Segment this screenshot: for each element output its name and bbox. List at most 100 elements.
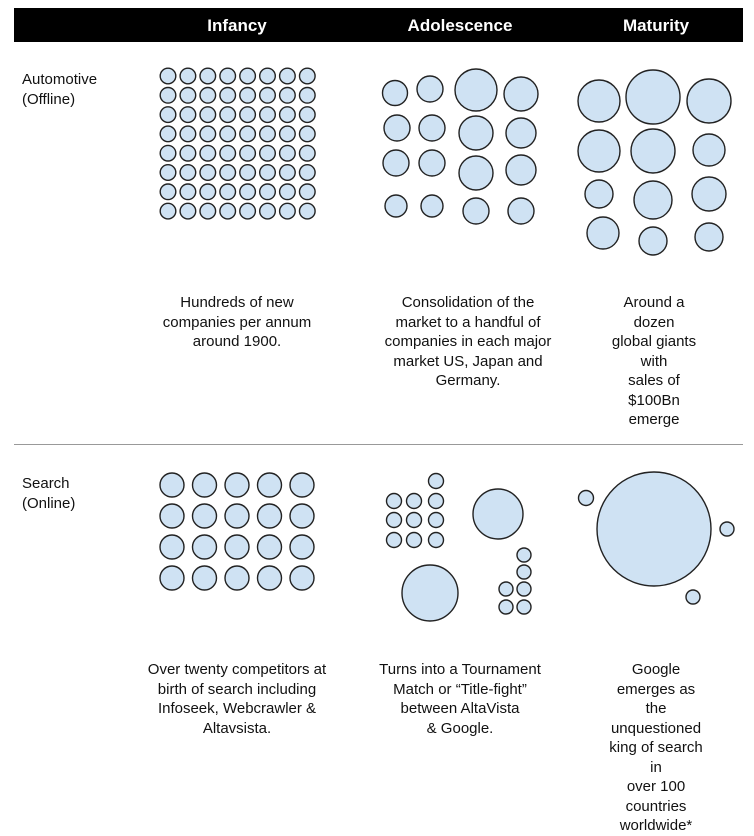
company-circle-search-infancy [191,565,218,591]
company-circle-search-infancy [159,534,185,560]
company-circle-search-adolescence [405,511,423,529]
company-circle-automotive-infancy [199,67,217,85]
company-circle-automotive-adolescence [381,79,409,107]
company-circle-automotive-infancy [199,125,217,143]
row-divider [14,444,743,445]
description-automotive-maturity: Around a dozen global giants with sales … [611,294,697,428]
company-circle-automotive-maturity [638,226,668,256]
company-circle-automotive-infancy [219,183,237,201]
circle-diagram [159,67,735,622]
company-circle-automotive-maturity [577,129,621,173]
company-circle-automotive-infancy [278,163,296,181]
company-circle-automotive-infancy [159,163,177,181]
company-circle-search-adolescence [516,599,532,615]
company-circle-automotive-infancy [159,202,177,220]
company-circle-automotive-infancy [259,202,277,220]
company-circle-search-adolescence [516,564,532,580]
company-circle-automotive-infancy [219,86,237,104]
company-circle-search-maturity [577,489,595,507]
company-circle-automotive-adolescence [505,117,537,149]
company-circle-search-infancy [256,534,283,560]
company-circle-automotive-infancy [239,86,257,104]
company-circle-search-adolescence-altavista [401,564,459,622]
company-circle-automotive-infancy [239,183,257,201]
company-circle-automotive-infancy [259,163,277,181]
company-circle-automotive-maturity [625,69,681,125]
company-circle-automotive-infancy [278,125,296,143]
company-circle-automotive-infancy [179,106,197,124]
company-circle-search-infancy [191,503,218,529]
company-circle-automotive-infancy [239,106,257,124]
company-circle-search-infancy [289,534,315,560]
row-label-search: Search (Online) [22,475,76,512]
company-circle-automotive-infancy [199,163,217,181]
company-circle-automotive-adolescence [416,75,444,103]
company-circle-automotive-infancy [278,202,296,220]
company-circle-automotive-infancy [179,86,197,104]
company-circle-automotive-infancy [239,67,257,85]
company-circle-automotive-infancy [298,125,316,143]
company-circle-search-adolescence [427,531,445,549]
company-circle-search-adolescence [516,547,532,563]
company-circle-automotive-maturity [584,179,614,209]
company-circle-automotive-infancy [298,202,316,220]
description-search-infancy: Over twenty competitors at birth of sear… [147,661,327,737]
company-circle-automotive-infancy [298,163,316,181]
company-circle-automotive-infancy [179,125,197,143]
company-circle-automotive-maturity [577,79,621,123]
company-circle-search-maturity [719,521,735,537]
company-circle-automotive-infancy [239,163,257,181]
company-circle-search-infancy [191,534,218,560]
company-circle-search-adolescence [427,492,445,510]
company-circle-automotive-infancy [278,86,296,104]
company-circle-search-infancy [159,565,185,591]
company-circle-automotive-infancy [199,202,217,220]
company-circle-automotive-adolescence [420,194,444,218]
company-circle-automotive-infancy [298,144,316,162]
company-circle-automotive-infancy [179,67,197,85]
company-circle-automotive-maturity [694,222,724,252]
company-circle-automotive-infancy [179,163,197,181]
company-circle-automotive-infancy [199,106,217,124]
company-circle-automotive-infancy [219,106,237,124]
company-circle-automotive-infancy [159,183,177,201]
company-circle-automotive-infancy [259,144,277,162]
company-circle-search-infancy [159,472,185,498]
company-circle-automotive-adolescence [462,197,490,225]
company-circle-search-adolescence [516,581,532,597]
company-circle-search-maturity [685,589,701,605]
company-circle-automotive-adolescence [418,114,446,142]
company-circle-automotive-infancy [159,106,177,124]
company-circle-automotive-infancy [259,67,277,85]
company-circle-automotive-infancy [259,86,277,104]
company-circle-automotive-infancy [239,125,257,143]
company-circle-search-infancy [224,534,250,560]
company-circle-search-infancy [256,472,283,498]
company-circle-automotive-adolescence [418,149,446,177]
company-circle-search-adolescence [385,531,403,549]
company-circle-search-adolescence [427,511,445,529]
company-circle-search-adolescence [498,599,514,615]
company-circle-automotive-infancy [298,106,316,124]
company-circle-automotive-infancy [259,125,277,143]
company-circle-automotive-infancy [199,144,217,162]
company-circle-search-infancy [191,472,218,498]
company-circle-search-infancy [289,503,315,529]
column-heading-maturity: Maturity [622,16,690,35]
company-circle-automotive-infancy [278,67,296,85]
company-circle-search-maturity-google [596,471,712,587]
description-automotive-infancy: Hundreds of new companies per annum arou… [162,294,312,350]
company-circle-automotive-infancy [259,106,277,124]
company-circle-automotive-infancy [199,86,217,104]
company-circle-automotive-infancy [259,183,277,201]
company-circle-automotive-maturity [686,78,732,124]
description-automotive-adolescence: Consolidation of the market to a handful… [384,294,552,389]
company-circle-automotive-infancy [179,144,197,162]
company-circle-automotive-adolescence [383,114,411,142]
company-circle-search-adolescence [405,492,423,510]
company-circle-search-infancy [159,503,185,529]
row-label-automotive: Automotive (Offline) [22,71,98,108]
company-circle-automotive-infancy [278,183,296,201]
description-search-maturity: Google emerges as the unquestioned king … [609,661,703,834]
company-circle-automotive-infancy [219,163,237,181]
